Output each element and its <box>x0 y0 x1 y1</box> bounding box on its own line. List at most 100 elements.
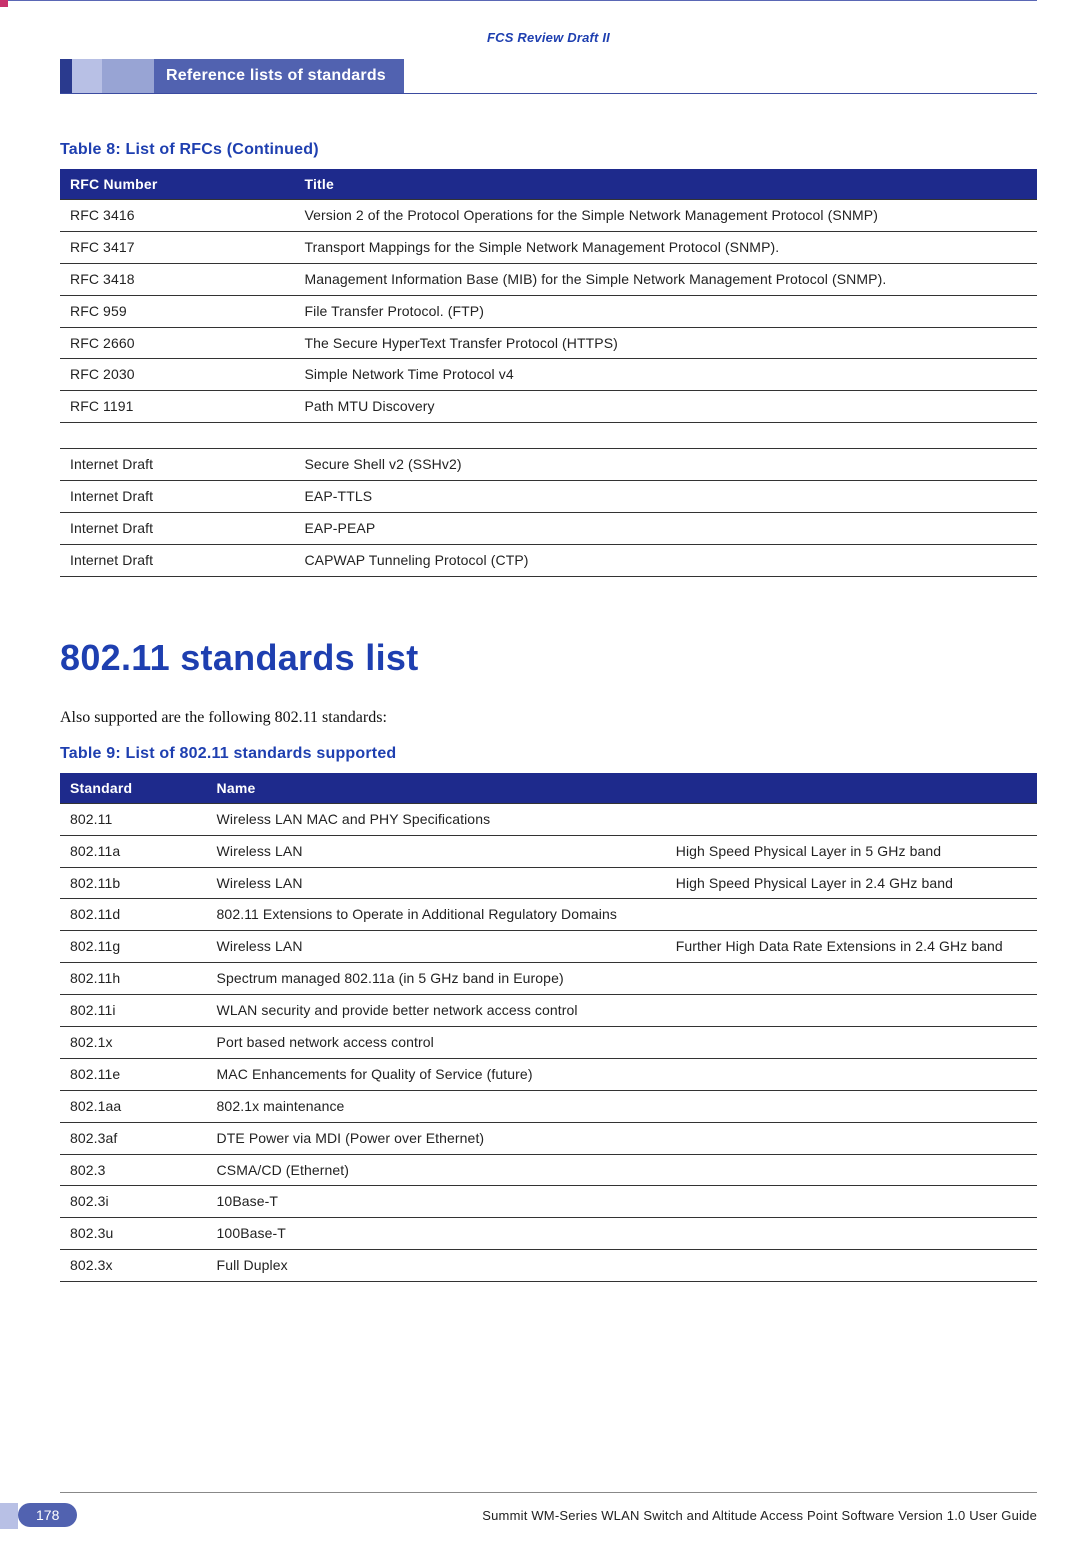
footer-rule <box>60 1492 1037 1493</box>
rfc-number-cell: Internet Draft <box>60 449 294 481</box>
standard-cell: 802.1x <box>60 1027 207 1059</box>
name-cell: 802.1x maintenance <box>207 1090 666 1122</box>
rfc-number-cell: RFC 3416 <box>60 200 294 232</box>
description-cell <box>666 1027 1037 1059</box>
description-cell <box>666 1058 1037 1090</box>
tab-accent-dark <box>60 59 72 93</box>
table-row: 802.3xFull Duplex <box>60 1250 1037 1282</box>
rfc-number-cell: RFC 3417 <box>60 231 294 263</box>
table-row: Internet DraftSecure Shell v2 (SSHv2) <box>60 449 1037 481</box>
table8: RFC Number Title RFC 3416Version 2 of th… <box>60 169 1037 577</box>
section-tab-row: Reference lists of standards <box>60 59 1037 93</box>
description-cell <box>666 803 1037 835</box>
table-row: 802.11gWireless LANFurther High Data Rat… <box>60 931 1037 963</box>
rfc-title-cell: Version 2 of the Protocol Operations for… <box>294 200 1037 232</box>
table-row: 802.11Wireless LAN MAC and PHY Specifica… <box>60 803 1037 835</box>
standard-cell: 802.11i <box>60 995 207 1027</box>
table9-col-0: Standard <box>60 773 207 804</box>
name-cell: MAC Enhancements for Quality of Service … <box>207 1058 666 1090</box>
rfc-number-cell: RFC 959 <box>60 295 294 327</box>
rfc-number-cell: Internet Draft <box>60 513 294 545</box>
rfc-title-cell: The Secure HyperText Transfer Protocol (… <box>294 327 1037 359</box>
draft-header: FCS Review Draft II <box>60 30 1037 45</box>
corner-accent <box>0 0 8 7</box>
name-cell: Full Duplex <box>207 1250 666 1282</box>
table-row: 802.11bWireless LANHigh Speed Physical L… <box>60 867 1037 899</box>
table9-col-2 <box>666 773 1037 804</box>
standard-cell: 802.11g <box>60 931 207 963</box>
table-row: RFC 3418Management Information Base (MIB… <box>60 263 1037 295</box>
table-row: 802.1xPort based network access control <box>60 1027 1037 1059</box>
table9-col-1: Name <box>207 773 666 804</box>
table-row: 802.1aa802.1x maintenance <box>60 1090 1037 1122</box>
table-row: Internet DraftEAP-TTLS <box>60 481 1037 513</box>
standard-cell: 802.11b <box>60 867 207 899</box>
table-row: 802.3i10Base-T <box>60 1186 1037 1218</box>
section-heading: 802.11 standards list <box>60 637 1037 679</box>
rfc-title-cell: Simple Network Time Protocol v4 <box>294 359 1037 391</box>
page-number-badge: 178 <box>18 1503 77 1527</box>
description-cell <box>666 1122 1037 1154</box>
table9-caption: Table 9: List of 802.11 standards suppor… <box>60 745 1037 763</box>
standard-cell: 802.1aa <box>60 1090 207 1122</box>
name-cell: WLAN security and provide better network… <box>207 995 666 1027</box>
description-cell: High Speed Physical Layer in 2.4 GHz ban… <box>666 867 1037 899</box>
table-row: 802.11aWireless LANHigh Speed Physical L… <box>60 835 1037 867</box>
standard-cell: 802.11d <box>60 899 207 931</box>
intro-text: Also supported are the following 802.11 … <box>60 709 1037 727</box>
table-row: Internet DraftCAPWAP Tunneling Protocol … <box>60 544 1037 576</box>
description-cell <box>666 995 1037 1027</box>
table9: Standard Name 802.11Wireless LAN MAC and… <box>60 773 1037 1282</box>
name-cell: Port based network access control <box>207 1027 666 1059</box>
rfc-title-cell <box>294 423 1037 449</box>
footer-guide-title: Summit WM-Series WLAN Switch and Altitud… <box>482 1508 1037 1523</box>
rfc-number-cell <box>60 423 294 449</box>
name-cell: Wireless LAN MAC and PHY Specifications <box>207 803 666 835</box>
name-cell: DTE Power via MDI (Power over Ethernet) <box>207 1122 666 1154</box>
name-cell: CSMA/CD (Ethernet) <box>207 1154 666 1186</box>
table-row: 802.11hSpectrum managed 802.11a (in 5 GH… <box>60 963 1037 995</box>
table-row: RFC 2660The Secure HyperText Transfer Pr… <box>60 327 1037 359</box>
description-cell <box>666 963 1037 995</box>
description-cell <box>666 1250 1037 1282</box>
rfc-title-cell: Path MTU Discovery <box>294 391 1037 423</box>
standard-cell: 802.11h <box>60 963 207 995</box>
table-row: RFC 1191Path MTU Discovery <box>60 391 1037 423</box>
table-row: 802.3afDTE Power via MDI (Power over Eth… <box>60 1122 1037 1154</box>
name-cell: Wireless LAN <box>207 835 666 867</box>
section-tab-label: Reference lists of standards <box>154 59 404 93</box>
name-cell: Spectrum managed 802.11a (in 5 GHz band … <box>207 963 666 995</box>
description-cell <box>666 1186 1037 1218</box>
table8-header-row: RFC Number Title <box>60 169 1037 200</box>
table-row: 802.3u100Base-T <box>60 1218 1037 1250</box>
name-cell: 10Base-T <box>207 1186 666 1218</box>
footer: 178 Summit WM-Series WLAN Switch and Alt… <box>0 1503 1037 1527</box>
standard-cell: 802.3u <box>60 1218 207 1250</box>
table8-col-0: RFC Number <box>60 169 294 200</box>
table-row: RFC 3416Version 2 of the Protocol Operat… <box>60 200 1037 232</box>
table8-caption: Table 8: List of RFCs (Continued) <box>60 141 1037 159</box>
rfc-title-cell: Management Information Base (MIB) for th… <box>294 263 1037 295</box>
standard-cell: 802.11a <box>60 835 207 867</box>
name-cell: Wireless LAN <box>207 931 666 963</box>
footer-accent-bar <box>0 1503 18 1529</box>
standard-cell: 802.11 <box>60 803 207 835</box>
standard-cell: 802.3 <box>60 1154 207 1186</box>
description-cell <box>666 1154 1037 1186</box>
name-cell: Wireless LAN <box>207 867 666 899</box>
standard-cell: 802.3x <box>60 1250 207 1282</box>
name-cell: 802.11 Extensions to Operate in Addition… <box>207 899 666 931</box>
standard-cell: 802.11e <box>60 1058 207 1090</box>
tab-accent-light1 <box>72 59 102 93</box>
table-row: RFC 3417Transport Mappings for the Simpl… <box>60 231 1037 263</box>
rfc-number-cell: RFC 3418 <box>60 263 294 295</box>
description-cell: High Speed Physical Layer in 5 GHz band <box>666 835 1037 867</box>
rfc-title-cell: Secure Shell v2 (SSHv2) <box>294 449 1037 481</box>
table-row: 802.11iWLAN security and provide better … <box>60 995 1037 1027</box>
table-row: Internet DraftEAP-PEAP <box>60 513 1037 545</box>
rfc-title-cell: CAPWAP Tunneling Protocol (CTP) <box>294 544 1037 576</box>
description-cell <box>666 1090 1037 1122</box>
table-row: RFC 959File Transfer Protocol. (FTP) <box>60 295 1037 327</box>
table-row <box>60 423 1037 449</box>
rfc-number-cell: Internet Draft <box>60 544 294 576</box>
